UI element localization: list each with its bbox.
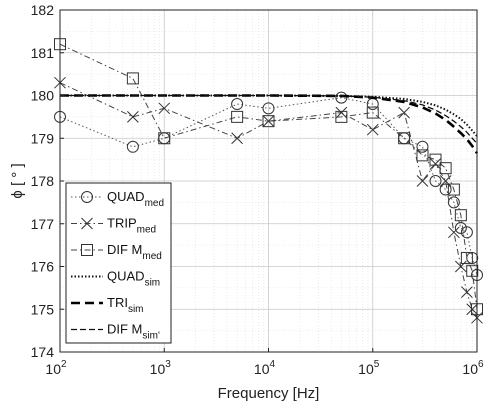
series-line [60, 94, 478, 144]
y-axis-label: ϕ [ ° ] [9, 163, 26, 198]
data-point [231, 132, 243, 145]
y-tick-label: 180 [31, 88, 55, 104]
legend-entry: TRIsim [71, 295, 144, 315]
series-trip-med [54, 76, 483, 324]
data-point [398, 106, 410, 119]
data-point [447, 196, 460, 209]
x-tick-label: 105 [358, 359, 380, 377]
legend-entry: QUADmed [71, 189, 164, 209]
data-point [454, 209, 467, 222]
legend-entry: DIF Msim' [71, 322, 160, 342]
data-point [158, 132, 171, 145]
data-point [127, 111, 139, 123]
y-tick-label: 177 [31, 216, 55, 232]
legend-label: TRIsim [107, 295, 144, 315]
data-point [262, 102, 275, 115]
data-point [429, 175, 442, 187]
data-point [366, 123, 379, 136]
data-point [439, 162, 452, 175]
data-point [416, 175, 429, 187]
legend-label: TRIPmed [107, 216, 156, 236]
legend-entry: TRIPmed [71, 216, 156, 236]
series-dif-m-sim- [60, 94, 478, 144]
data-point [416, 140, 429, 153]
data-point [448, 226, 460, 239]
data-point [466, 264, 479, 277]
legend-marker [81, 244, 93, 256]
data-point [429, 153, 442, 166]
data-point [454, 222, 467, 235]
data-point [429, 158, 442, 170]
data-point [126, 140, 139, 153]
data-point [335, 91, 348, 104]
data-point [262, 115, 275, 128]
legend-label: DIF Mmed [107, 242, 162, 262]
data-point [416, 149, 429, 162]
legend-marker [81, 217, 93, 230]
data-point [335, 110, 348, 123]
data-point [460, 251, 473, 264]
data-point [398, 132, 411, 145]
data-point [366, 106, 379, 119]
y-tick-label: 176 [31, 259, 55, 275]
data-point [454, 260, 467, 273]
data-point [466, 303, 479, 316]
data-point [126, 72, 139, 85]
legend: QUADmed TRIPmed DIF Mmed QUADsim TRIsim DIF M… [65, 182, 172, 344]
x-tick-label: 106 [462, 359, 484, 377]
axes: 174 175 176 177 178 179 180 181 182 102 103 104 105 1… [31, 2, 484, 377]
legend-label: QUADsim [107, 269, 160, 289]
data-point [158, 102, 171, 115]
series-line [60, 94, 479, 154]
y-tick-label: 178 [31, 173, 55, 189]
legend-entry: QUADsim [71, 269, 160, 289]
legend-entry: DIF Mmed [71, 242, 162, 262]
x-tick-label: 102 [45, 359, 67, 377]
legend-box [65, 182, 172, 344]
data-point [460, 226, 473, 239]
y-tick-label: 182 [31, 2, 55, 18]
series-line [59, 82, 478, 319]
data-point [262, 115, 275, 128]
data-point [447, 183, 460, 196]
x-axis-label: Frequency [Hz] [218, 385, 320, 402]
legend-label: QUADmed [107, 189, 164, 209]
legend-marker [81, 191, 93, 203]
x-tick-label: 104 [254, 359, 276, 377]
x-tick-label: 103 [150, 359, 172, 377]
y-tick-label: 174 [31, 344, 55, 360]
legend-label: DIF Msim' [107, 322, 160, 342]
data-point [231, 110, 244, 123]
data-point [461, 286, 473, 299]
data-point [231, 98, 244, 111]
y-tick-label: 181 [31, 45, 55, 61]
series-tri-sim [60, 94, 479, 154]
y-tick-label: 179 [31, 130, 55, 146]
data-point [335, 106, 348, 119]
y-tick-label: 175 [31, 301, 55, 317]
